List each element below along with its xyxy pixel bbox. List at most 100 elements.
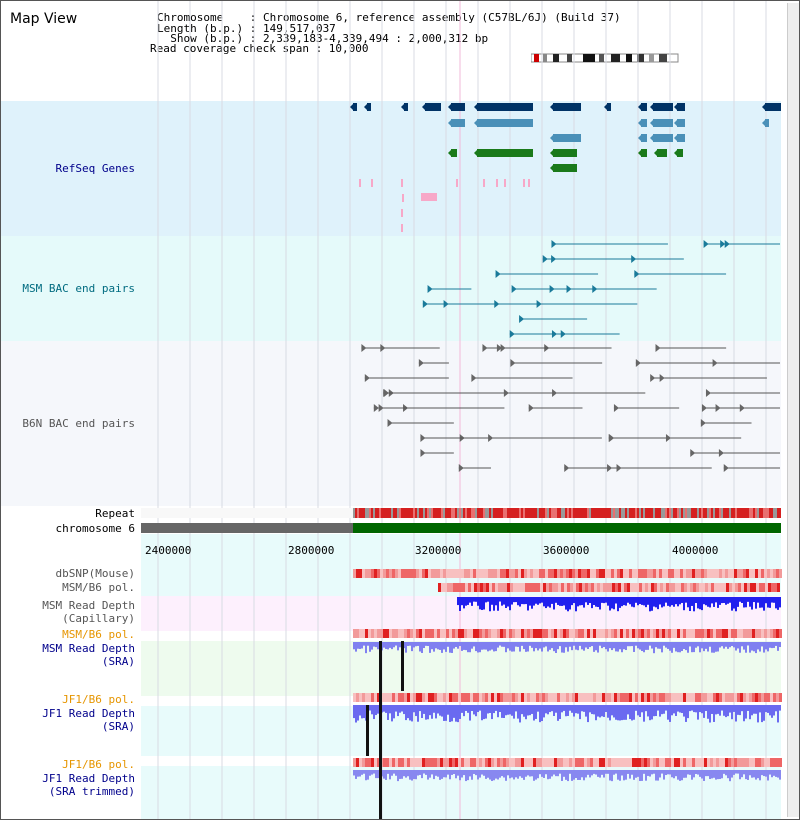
jf1-b6-pol-label-2[interactable]: JF1/B6 pol.: [62, 758, 135, 771]
repeat-track-label[interactable]: Repeat: [95, 507, 135, 520]
jf1-b6-pol-bar-2: [632, 758, 635, 767]
msm-read-depth-sra-label[interactable]: MSM Read Depth: [42, 642, 135, 655]
jf1-depth-sra-bar: [709, 705, 711, 723]
jf1-b6-pol-bar: [578, 693, 581, 702]
msm-depth-cap-bar: [689, 597, 691, 612]
msm-depth-cap-bar: [609, 597, 611, 611]
msm-depth-sra-bar: [593, 642, 595, 652]
jf1-depth-sra-bar: [755, 705, 757, 714]
msm-bac-track-label[interactable]: MSM BAC end pairs: [22, 282, 135, 295]
b6n-bac-end: [690, 449, 696, 457]
jf1-depth-sra-bar: [355, 705, 357, 723]
jf1-b6-pol-bar-2: [716, 758, 719, 767]
jf1-depth-sra-bar: [395, 705, 397, 712]
jf1-depth-sra-bar: [727, 705, 729, 717]
grid-lines: [157, 1, 767, 819]
msm-b6-pol-bar: [747, 583, 750, 592]
jf1-b6-pol-bar-2: [398, 758, 401, 767]
jf1-depth-sra-bar: [653, 705, 655, 717]
msm-depth-cap-bar: [637, 597, 639, 606]
repeat-element: [435, 508, 437, 518]
msm-b6-pol-bar-2: [506, 629, 509, 638]
msm-b6-pol-label-2[interactable]: MSM/B6 pol.: [62, 628, 135, 641]
refseq-track-label[interactable]: RefSeq Genes: [55, 162, 135, 175]
msm-depth-cap-bar: [709, 597, 711, 608]
chromosome-track-label[interactable]: chromosome 6: [55, 522, 135, 535]
jf1-b6-pol-bar: [758, 693, 761, 702]
jf1-depth-sra-bar: [527, 705, 529, 716]
msm-depth-sra-bar: [571, 642, 573, 651]
msm-depth-sra-bar: [407, 642, 409, 646]
dbsnp-bar: [443, 569, 446, 578]
msm-b6-pol-bar: [480, 583, 483, 592]
msm-b6-pol-bar-2: [515, 629, 518, 638]
jf1-depth-trim-bar: [479, 770, 481, 778]
msm-depth-cap-bar: [697, 597, 699, 609]
msm-b6-pol-bar-2: [650, 629, 653, 638]
msm-b6-pol-bar-2: [578, 629, 581, 638]
jf1-depth-sra-bar: [761, 705, 763, 723]
jf1-depth-sra-bar: [555, 705, 557, 713]
jf1-depth-sra-bar: [695, 705, 697, 713]
jf1-depth-trim-bar: [411, 770, 413, 781]
repeat-element: [617, 508, 619, 518]
repeat-element: [765, 508, 767, 518]
jf1-b6-pol-bar-2: [701, 758, 704, 767]
msm-b6-pol-bar-2: [485, 629, 488, 638]
b6n-bac-end: [655, 344, 661, 352]
msm-depth-sra-bar: [617, 642, 619, 652]
msm-depth-cap-bar: [685, 597, 687, 603]
repeat-element: [535, 508, 537, 518]
jf1-depth-trim-bar: [431, 770, 433, 775]
dbsnp-bar: [452, 569, 455, 578]
msm-depth-sra-bar: [663, 642, 665, 646]
jf1-depth-sra-bar: [717, 705, 719, 714]
msm-depth-cap-bar: [725, 597, 727, 605]
repeat-element: [585, 508, 587, 518]
dbsnp-bar: [557, 569, 560, 578]
msm-b6-pol-bar: [537, 583, 540, 592]
msm-b6-pol-bar-2: [647, 629, 650, 638]
jf1-depth-sra-bar: [777, 705, 779, 723]
b6n-bac-end: [364, 374, 370, 382]
jf1-depth-trim-bar: [743, 770, 745, 775]
msm-depth-cap-bar: [501, 597, 503, 606]
jf1-read-depth-sra-label[interactable]: JF1 Read Depth: [42, 707, 135, 720]
vertical-scrollbar[interactable]: [787, 3, 799, 817]
msm-b6-pol-bar-2: [452, 629, 455, 638]
jf1-depth-trim-bar: [641, 770, 643, 781]
msm-depth-cap-bar: [561, 597, 563, 606]
dbsnp-bar: [398, 569, 401, 578]
jf1-read-depth-trim-label[interactable]: JF1 Read Depth: [42, 772, 135, 785]
repeat-element: [513, 508, 515, 518]
jf1-depth-trim-bar: [355, 770, 357, 779]
msm-b6-pol-bar: [729, 583, 732, 592]
jf1-b6-pol-label-1[interactable]: JF1/B6 pol.: [62, 693, 135, 706]
jf1-depth-sra-bar: [463, 705, 465, 717]
repeat-element: [571, 508, 573, 518]
jf1-b6-pol-bar: [548, 693, 551, 702]
dbsnp-track-label[interactable]: dbSNP(Mouse): [55, 567, 135, 580]
msm-depth-sra-bar: [753, 642, 755, 652]
msm-depth-sra-bar: [657, 642, 659, 649]
dbsnp-bar: [623, 569, 626, 578]
jf1-depth-sra-bar: [547, 705, 549, 715]
msm-read-depth-cap-label[interactable]: MSM Read Depth: [42, 599, 135, 612]
msm-depth-sra-bar: [389, 642, 391, 648]
msm-depth-sra-bar: [441, 642, 443, 653]
b6n-bac-track-label[interactable]: B6N BAC end pairs: [22, 417, 135, 430]
chromosome-ideogram[interactable]: [531, 53, 679, 63]
msm-b6-pol-label-1[interactable]: MSM/B6 pol.: [62, 581, 135, 594]
jf1-depth-sra-bar: [467, 705, 469, 713]
msm-b6-pol-bar: [588, 583, 591, 592]
msm-depth-cap-bar: [779, 597, 781, 608]
jf1-b6-pol-bar: [425, 693, 428, 702]
jf1-depth-trim-bar: [373, 770, 375, 774]
jf1-b6-pol-bar-2: [452, 758, 455, 767]
msm-b6-pol-bar: [768, 583, 771, 592]
jf1-depth-trim-bar: [543, 770, 545, 778]
dbsnp-bar: [479, 569, 482, 578]
msm-depth-cap-bar: [505, 597, 507, 608]
msm-depth-sra-bar: [509, 642, 511, 651]
